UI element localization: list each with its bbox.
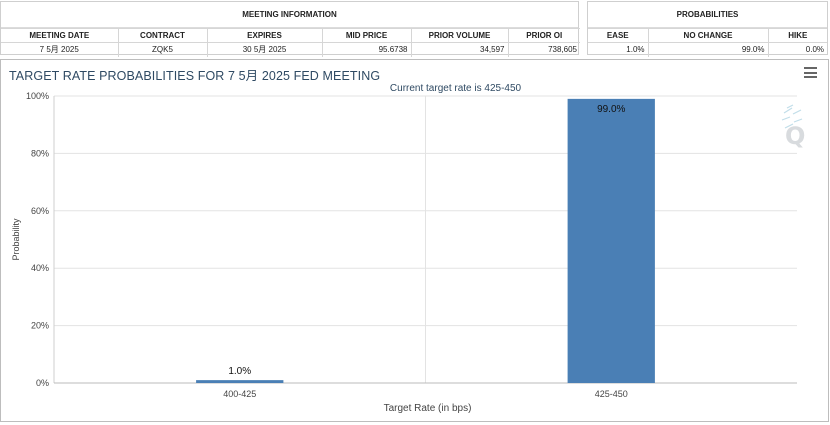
meeting-information-table: MEETING DATE CONTRACT EXPIRES MID PRICE … bbox=[1, 28, 580, 57]
chart: Q Current target rate is 425-450 0% 20% 40% 6… bbox=[11, 83, 805, 414]
svg-text:Q: Q bbox=[785, 122, 805, 150]
y-tick-label: 40% bbox=[31, 263, 49, 273]
cell-prior-oi: 738,605 bbox=[507, 42, 580, 57]
header-ease: EASE bbox=[588, 28, 649, 43]
header-expires: EXPIRES bbox=[206, 28, 323, 43]
data-label: 99.0% bbox=[597, 104, 625, 115]
cell-meeting-date: 7 5月 2025 bbox=[1, 42, 119, 57]
cell-contract: ZQK5 bbox=[117, 42, 208, 57]
y-tick-label: 20% bbox=[31, 321, 49, 331]
x-tick-label: 425-450 bbox=[595, 389, 628, 399]
cell-mid-price: 95.6738 bbox=[321, 42, 412, 57]
header-prior-oi: PRIOR OI bbox=[507, 28, 580, 43]
data-label: 1.0% bbox=[228, 366, 251, 377]
cell-expires: 30 5月 2025 bbox=[206, 42, 323, 57]
y-axis-title: Probability bbox=[11, 218, 21, 261]
header-mid-price: MID PRICE bbox=[321, 28, 412, 43]
header-hike: HIKE bbox=[767, 28, 827, 43]
probabilities-panel: PROBABILITIES EASE NO CHANGE HIKE 1.0% 9… bbox=[587, 1, 828, 57]
table-row: 7 5月 2025 ZQK5 30 5月 2025 95.6738 34,597… bbox=[1, 42, 580, 57]
q-logo-watermark: Q bbox=[781, 104, 805, 150]
cell-prior-volume: 34,597 bbox=[410, 42, 509, 57]
cell-no-change: 99.0% bbox=[647, 42, 769, 57]
meeting-information-title: MEETING INFORMATION bbox=[1, 2, 578, 28]
x-axis-title: Target Rate (in bps) bbox=[384, 403, 472, 414]
chart-subtitle: Current target rate is 425-450 bbox=[390, 83, 522, 94]
hamburger-menu-icon[interactable] bbox=[804, 67, 817, 78]
y-tick-label: 60% bbox=[31, 206, 49, 216]
meeting-information-panel: MEETING INFORMATION MEETING DATE CONTRAC… bbox=[0, 1, 580, 57]
y-tick-label: 100% bbox=[26, 91, 49, 101]
probabilities-title: PROBABILITIES bbox=[588, 2, 827, 28]
chart-title: TARGET RATE PROBABILITIES FOR 7 5月 2025 … bbox=[9, 69, 381, 83]
cell-ease: 1.0% bbox=[588, 42, 649, 57]
chart-panel: Q Current target rate is 425-450 0% 20% 40% 6… bbox=[0, 59, 829, 422]
bar-400-425 bbox=[196, 380, 284, 383]
header-contract: CONTRACT bbox=[117, 28, 208, 43]
header-prior-volume: PRIOR VOLUME bbox=[410, 28, 509, 43]
table-row: 1.0% 99.0% 0.0% bbox=[588, 42, 827, 57]
bar-425-450 bbox=[567, 98, 655, 383]
x-tick-label: 400-425 bbox=[223, 389, 256, 399]
cell-hike: 0.0% bbox=[767, 42, 827, 57]
probabilities-table: EASE NO CHANGE HIKE 1.0% 99.0% 0.0% bbox=[588, 28, 827, 57]
y-tick-label: 80% bbox=[31, 148, 49, 158]
y-tick-label: 0% bbox=[36, 378, 49, 388]
header-no-change: NO CHANGE bbox=[647, 28, 769, 43]
header-meeting-date: MEETING DATE bbox=[1, 28, 119, 43]
